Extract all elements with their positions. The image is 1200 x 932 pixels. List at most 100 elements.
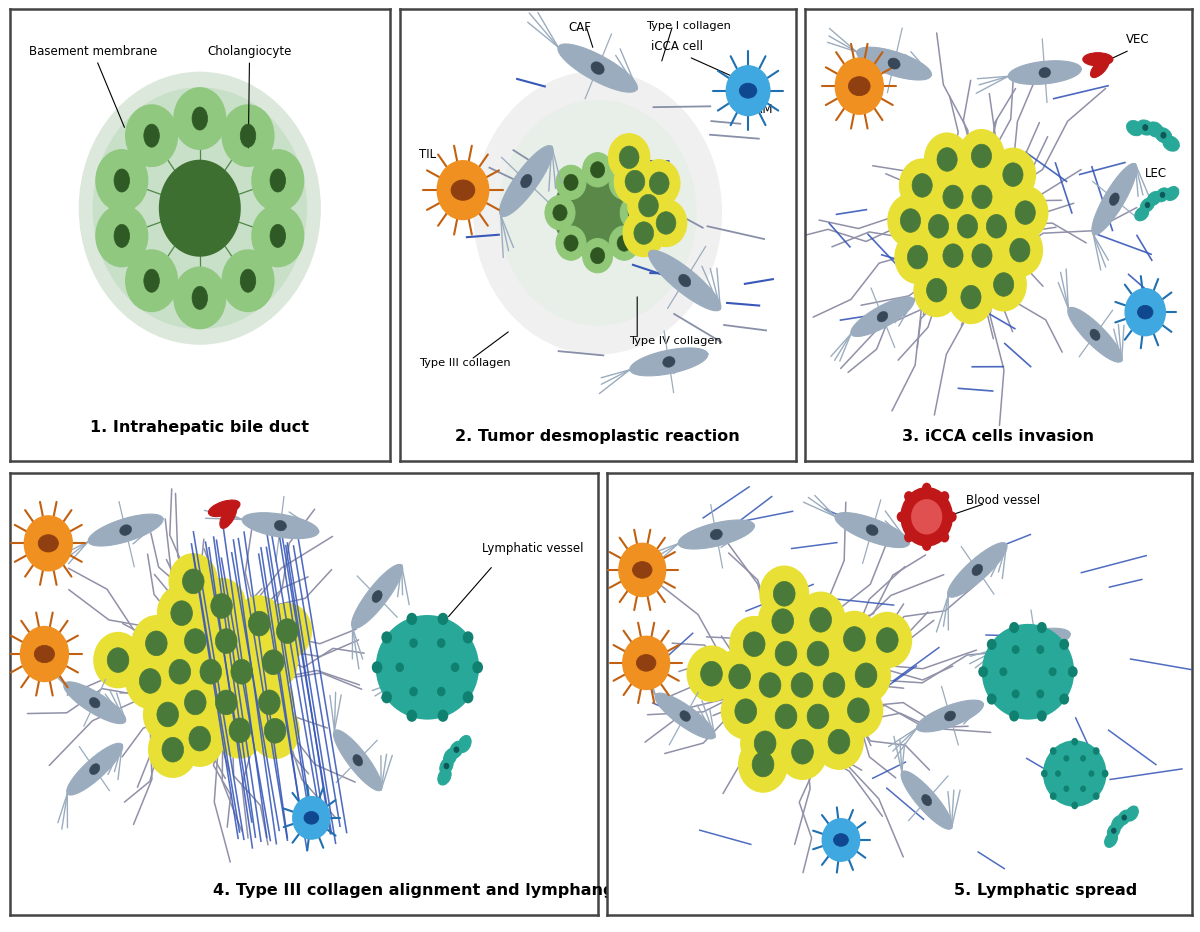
Circle shape xyxy=(773,582,796,606)
Circle shape xyxy=(972,185,992,209)
Circle shape xyxy=(900,209,920,232)
Circle shape xyxy=(1003,163,1024,186)
Ellipse shape xyxy=(275,520,287,531)
Polygon shape xyxy=(630,348,708,376)
Circle shape xyxy=(230,659,252,684)
Circle shape xyxy=(251,704,299,759)
Circle shape xyxy=(1064,756,1069,761)
Text: LEC: LEC xyxy=(1145,167,1168,180)
Ellipse shape xyxy=(304,812,319,824)
Circle shape xyxy=(1068,666,1078,678)
Ellipse shape xyxy=(1111,816,1124,830)
Circle shape xyxy=(1000,668,1007,676)
Ellipse shape xyxy=(114,169,130,192)
Circle shape xyxy=(582,153,613,187)
Circle shape xyxy=(96,205,148,267)
Circle shape xyxy=(216,629,238,653)
Circle shape xyxy=(564,235,578,252)
Circle shape xyxy=(1111,829,1116,833)
Ellipse shape xyxy=(372,591,382,602)
Circle shape xyxy=(438,688,445,695)
Text: TAM: TAM xyxy=(748,103,773,116)
Circle shape xyxy=(1009,710,1019,721)
Circle shape xyxy=(823,673,845,697)
Circle shape xyxy=(619,146,640,169)
Text: iCCA cell: iCCA cell xyxy=(652,40,703,53)
Circle shape xyxy=(758,594,806,649)
Circle shape xyxy=(437,160,488,220)
Circle shape xyxy=(96,150,148,212)
Circle shape xyxy=(608,134,649,181)
Circle shape xyxy=(1162,132,1165,138)
Circle shape xyxy=(947,512,956,522)
Ellipse shape xyxy=(144,124,160,147)
Polygon shape xyxy=(835,513,910,548)
Circle shape xyxy=(252,205,304,267)
Circle shape xyxy=(463,692,474,704)
Circle shape xyxy=(463,631,474,643)
Ellipse shape xyxy=(739,83,757,98)
Circle shape xyxy=(407,612,418,625)
Text: Type I collagen: Type I collagen xyxy=(647,21,731,31)
Polygon shape xyxy=(857,48,931,80)
Polygon shape xyxy=(1092,163,1136,235)
Ellipse shape xyxy=(1147,191,1162,205)
Ellipse shape xyxy=(1091,58,1109,77)
Circle shape xyxy=(1081,756,1085,761)
Circle shape xyxy=(1013,691,1019,697)
Ellipse shape xyxy=(444,748,457,765)
Circle shape xyxy=(760,567,809,622)
Circle shape xyxy=(545,196,575,230)
Circle shape xyxy=(438,709,449,722)
Circle shape xyxy=(617,174,631,190)
Ellipse shape xyxy=(834,833,848,846)
Ellipse shape xyxy=(439,758,454,774)
Circle shape xyxy=(1072,738,1078,746)
Circle shape xyxy=(912,173,932,198)
Circle shape xyxy=(382,631,392,643)
Circle shape xyxy=(372,661,383,674)
Ellipse shape xyxy=(270,169,286,192)
Circle shape xyxy=(169,554,217,609)
Ellipse shape xyxy=(1108,823,1121,838)
Circle shape xyxy=(564,174,578,190)
Circle shape xyxy=(235,596,283,651)
Circle shape xyxy=(1049,668,1056,676)
Ellipse shape xyxy=(450,741,463,759)
Circle shape xyxy=(746,658,794,712)
Circle shape xyxy=(619,543,666,596)
Ellipse shape xyxy=(1126,806,1139,821)
Polygon shape xyxy=(64,682,126,723)
Circle shape xyxy=(229,718,251,743)
Text: 5. Lymphatic spread: 5. Lymphatic spread xyxy=(954,884,1138,898)
Circle shape xyxy=(937,147,958,171)
Circle shape xyxy=(145,631,167,656)
Ellipse shape xyxy=(35,645,54,663)
Circle shape xyxy=(997,224,1043,277)
Circle shape xyxy=(250,635,298,690)
Circle shape xyxy=(752,752,774,776)
Circle shape xyxy=(623,637,670,690)
Circle shape xyxy=(772,609,793,634)
Circle shape xyxy=(162,737,184,762)
Circle shape xyxy=(930,171,976,223)
Circle shape xyxy=(582,239,613,273)
Circle shape xyxy=(958,214,978,238)
Circle shape xyxy=(217,644,265,699)
Circle shape xyxy=(930,229,976,281)
Text: Type IV collagen: Type IV collagen xyxy=(629,336,722,346)
Circle shape xyxy=(1122,816,1127,820)
Polygon shape xyxy=(1008,61,1081,85)
Circle shape xyxy=(895,231,940,283)
Circle shape xyxy=(188,726,210,751)
Circle shape xyxy=(778,658,826,712)
Circle shape xyxy=(444,763,449,769)
Circle shape xyxy=(263,650,284,675)
Circle shape xyxy=(842,648,890,703)
Circle shape xyxy=(245,675,293,730)
Circle shape xyxy=(24,516,72,570)
Circle shape xyxy=(982,258,1026,310)
Ellipse shape xyxy=(1165,186,1178,200)
Circle shape xyxy=(701,662,722,686)
Circle shape xyxy=(900,159,944,212)
